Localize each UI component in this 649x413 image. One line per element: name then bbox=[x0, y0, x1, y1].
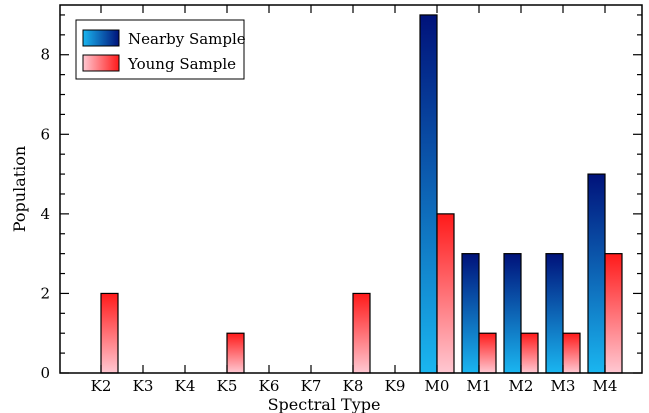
x-tick-label-M0: M0 bbox=[425, 377, 450, 395]
bar-young-M3 bbox=[562, 332, 581, 374]
y-axis-title: Population bbox=[10, 146, 29, 232]
bar-nearby-M0 bbox=[419, 14, 438, 374]
bar-young-M4 bbox=[604, 253, 623, 374]
x-tick-label-M3: M3 bbox=[551, 377, 576, 395]
bar-young-K8 bbox=[352, 292, 371, 374]
bar-nearby-M3 bbox=[545, 253, 564, 374]
legend-swatch-nearby bbox=[82, 29, 120, 47]
x-tick-label-K4: K4 bbox=[175, 377, 196, 395]
x-tick-label-M2: M2 bbox=[509, 377, 534, 395]
y-tick-label-2: 2 bbox=[40, 284, 50, 302]
legend: Nearby Sample Young Sample bbox=[75, 19, 246, 80]
x-tick-label-K5: K5 bbox=[217, 377, 238, 395]
x-tick-label-K6: K6 bbox=[259, 377, 280, 395]
bars-layer bbox=[100, 14, 623, 374]
bar-young-M2 bbox=[520, 332, 539, 374]
bar-nearby-M2 bbox=[503, 253, 522, 374]
x-axis-title: Spectral Type bbox=[268, 395, 381, 413]
x-tick-label-K7: K7 bbox=[301, 377, 322, 395]
bar-young-K5 bbox=[226, 332, 245, 374]
x-tick-labels: K2 K3 K4 K5 K6 K7 K8 K9 M0 M1 M2 M3 M4 bbox=[91, 377, 618, 395]
plot-frame bbox=[59, 4, 643, 374]
y-tick-label-4: 4 bbox=[40, 205, 50, 223]
bar-young-K2 bbox=[100, 292, 119, 374]
y-tick-label-0: 0 bbox=[40, 364, 50, 382]
bar-nearby-M1 bbox=[461, 253, 480, 374]
axis-ticks bbox=[60, 5, 642, 374]
legend-swatch-young bbox=[82, 54, 120, 72]
x-tick-label-K8: K8 bbox=[343, 377, 364, 395]
x-tick-label-M1: M1 bbox=[467, 377, 492, 395]
bar-nearby-M4 bbox=[587, 173, 606, 374]
bar-young-M1 bbox=[478, 332, 497, 374]
bar-young-M0 bbox=[436, 213, 455, 374]
y-tick-labels: 0 2 4 6 8 bbox=[40, 46, 50, 382]
x-tick-label-M4: M4 bbox=[593, 377, 618, 395]
y-tick-label-6: 6 bbox=[40, 125, 50, 143]
legend-label-young: Young Sample bbox=[127, 55, 236, 73]
x-tick-label-K3: K3 bbox=[133, 377, 154, 395]
x-tick-label-K2: K2 bbox=[91, 377, 112, 395]
legend-label-nearby: Nearby Sample bbox=[128, 30, 246, 48]
x-tick-label-K9: K9 bbox=[385, 377, 406, 395]
y-tick-label-8: 8 bbox=[40, 46, 50, 64]
